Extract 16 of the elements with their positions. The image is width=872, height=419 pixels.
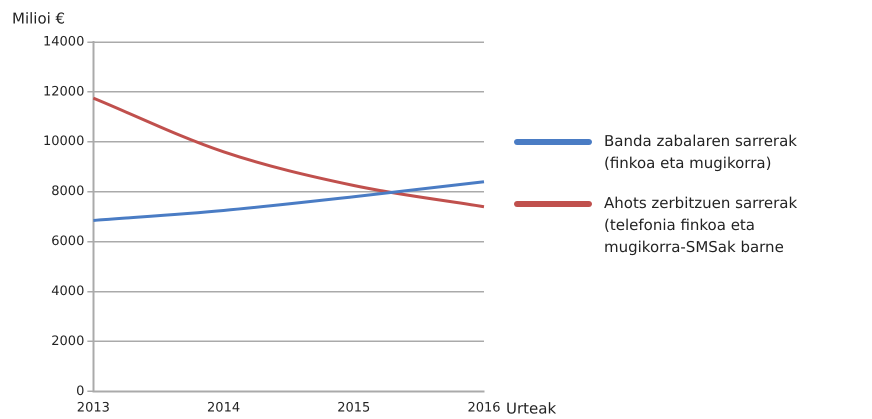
y-tick-label: 14000	[42, 34, 84, 50]
text: Banda zabalaren sarrerak (finkoa eta mugikorra)	[604, 131, 798, 174]
y-tick-label: 12000	[42, 84, 84, 100]
y-axis-title: Milioi €	[12, 9, 66, 28]
x-tick-label: 2015	[337, 400, 370, 416]
y-tick-label: 2000	[51, 334, 84, 349]
x-tick-label: 2016	[467, 400, 501, 416]
y-tick-label: 4000	[51, 284, 84, 299]
text: Ahots zerbitzuen sarrerak (telefonia finkoa eta mugikorra-SMSak barne	[604, 193, 798, 258]
y-tick-label: 6000	[51, 234, 84, 250]
y-tick-label: 0	[76, 384, 84, 399]
y-tick-label: 10000	[42, 134, 84, 150]
x-tick-label: 2013	[76, 400, 110, 416]
x-tick-label: 2014	[207, 400, 240, 416]
x-axis-title: Urteak	[506, 399, 556, 418]
y-tick-label: 8000	[51, 184, 84, 200]
